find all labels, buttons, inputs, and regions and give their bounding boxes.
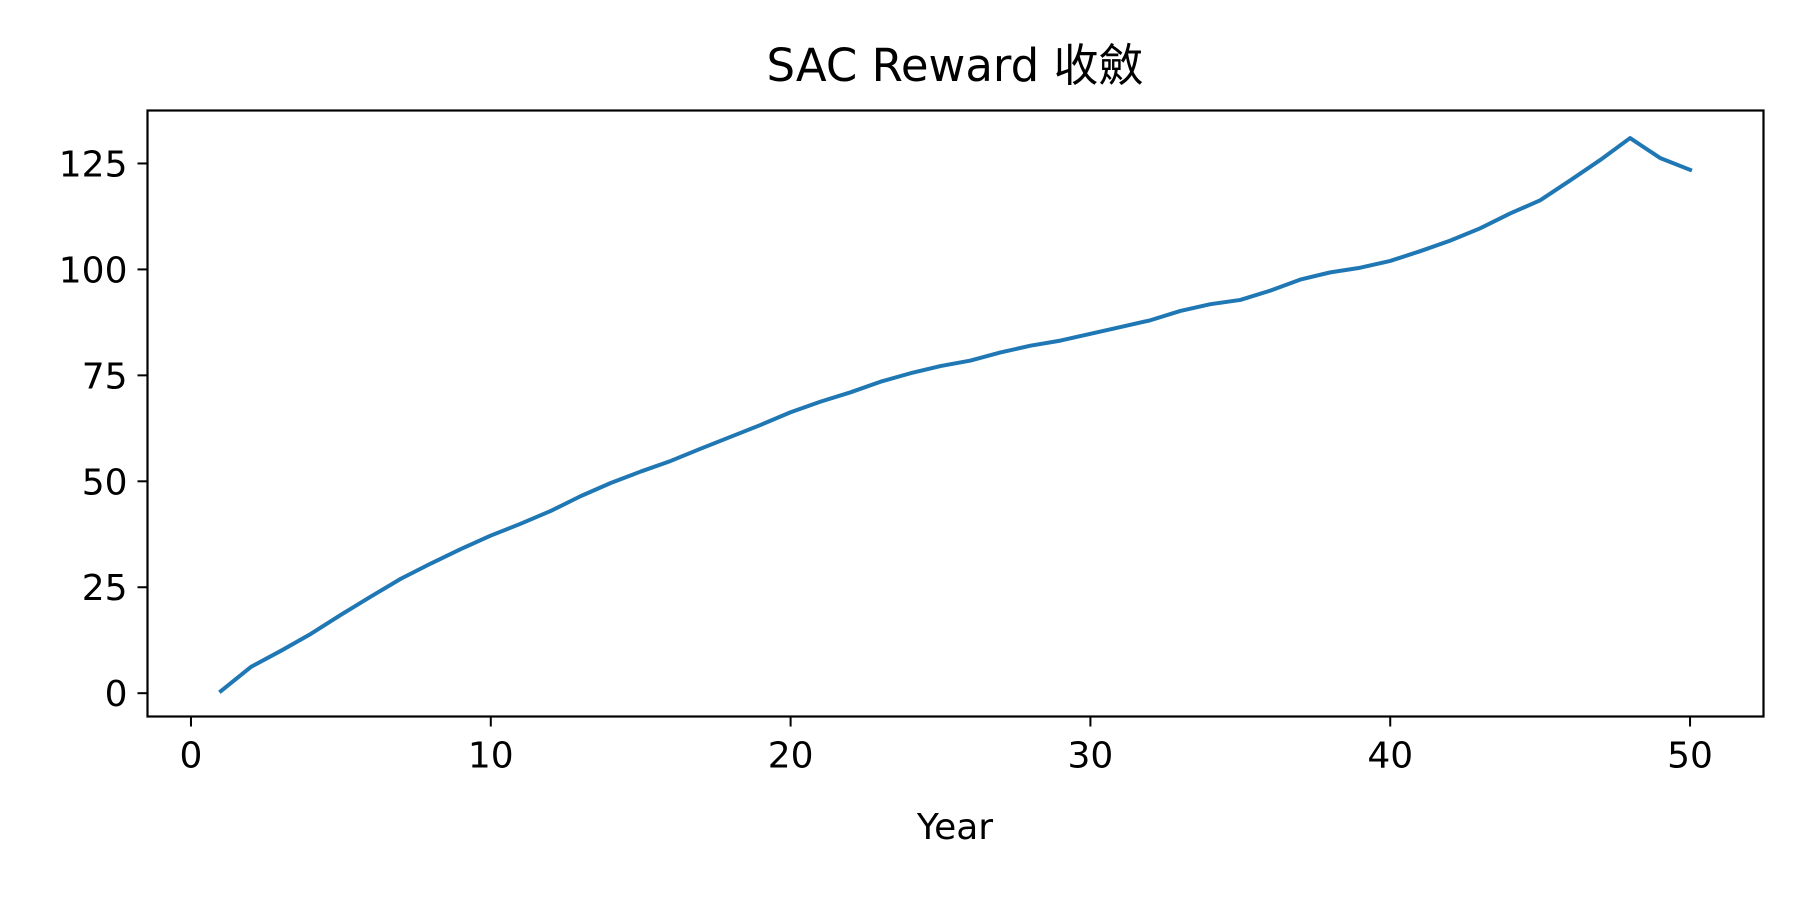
x-tick-label: 20 [768, 736, 814, 777]
y-tick-label: 100 [59, 250, 128, 291]
x-axis-label: Year [916, 807, 993, 848]
series-line [218, 136, 1693, 694]
x-tick-label: 40 [1367, 736, 1413, 777]
x-tick-label: 50 [1667, 736, 1713, 777]
y-tick-label: 0 [105, 674, 128, 715]
series-lines [218, 136, 1693, 694]
plot-frame [146, 109, 1765, 718]
ticks: 0 10 20 30 40 50 0 25 50 75 100 125 [59, 144, 1713, 776]
chart-title: SAC Reward 收斂 [766, 39, 1143, 92]
x-tick-label: 0 [180, 736, 203, 777]
y-tick-label: 75 [82, 356, 128, 397]
y-tick-label: 25 [82, 568, 128, 609]
x-tick-label: 30 [1068, 736, 1114, 777]
y-tick-label: 50 [82, 462, 128, 503]
x-tick-label: 10 [468, 736, 514, 777]
y-tick-label: 125 [59, 144, 128, 185]
